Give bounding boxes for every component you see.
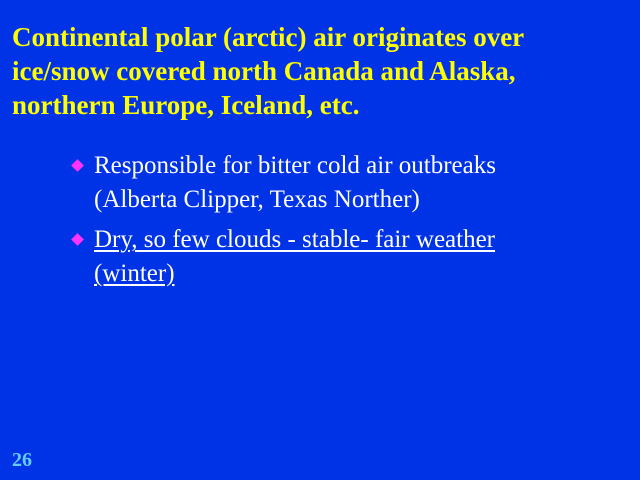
bullet-text-line: (Alberta Clipper, Texas Norther) (94, 186, 420, 213)
diamond-bullet-icon (71, 233, 84, 246)
bullet-text-line: Responsible for bitter cold air outbreak… (94, 152, 496, 179)
title-line: ice/snow covered north Canada and Alaska… (12, 56, 516, 86)
bullet-item: Dry, so few clouds - stable- fair weathe… (70, 223, 630, 291)
diamond-bullet-icon (71, 159, 84, 172)
bullet-text-line: (winter) (94, 260, 175, 287)
page-number: 26 (12, 449, 32, 471)
slide-title: Continental polar (arctic) air originate… (12, 20, 632, 122)
title-line: northern Europe, Iceland, etc. (12, 90, 360, 120)
bullet-text-line: Dry, so few clouds - stable- fair weathe… (94, 226, 496, 253)
bullet-list: Responsible for bitter cold air outbreak… (70, 149, 630, 297)
title-line: Continental polar (arctic) air originate… (12, 22, 525, 52)
bullet-item: Responsible for bitter cold air outbreak… (70, 149, 630, 217)
